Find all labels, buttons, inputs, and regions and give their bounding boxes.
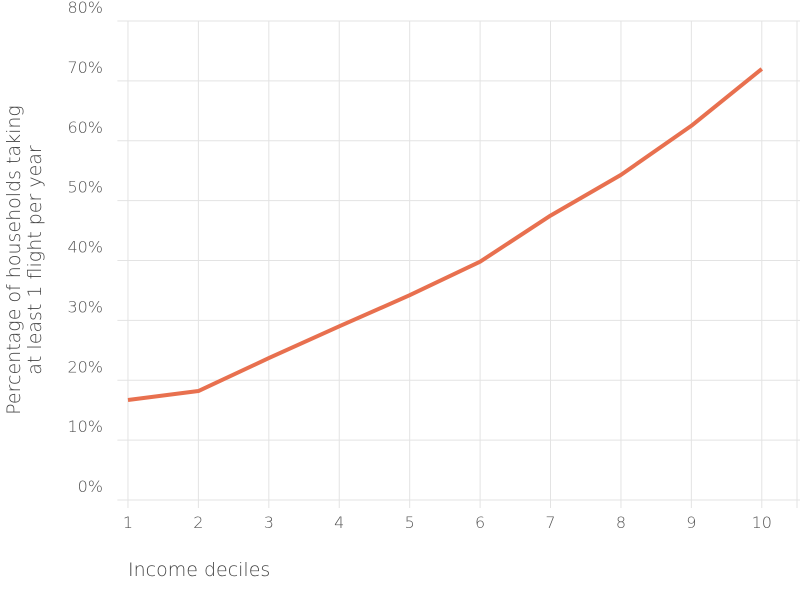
x-tick-label: 4 [334, 513, 344, 532]
y-tick-label: 60% [67, 118, 103, 137]
y-tick-label: 70% [67, 58, 103, 77]
x-tick-label: 2 [193, 513, 203, 532]
line [127, 67, 764, 402]
x-tick-label: 8 [616, 513, 626, 532]
x-tick-label: 3 [264, 513, 274, 532]
y-tick-label: 30% [67, 297, 103, 316]
x-tick-label: 5 [405, 513, 415, 532]
x-tick-label: 1 [123, 513, 133, 532]
y-tick-label: 0% [78, 477, 103, 496]
x-tick-label: 10 [752, 513, 772, 532]
y-tick-label: 20% [67, 357, 103, 376]
x-tick-label: 9 [686, 513, 696, 532]
y-axis-title-line: at least 1 flight per year [24, 145, 46, 375]
y-axis-title: Percentage of households taking at least… [3, 105, 46, 415]
y-tick-label: 50% [67, 178, 103, 197]
y-tick-label: 10% [67, 417, 103, 436]
x-axis-title: Income deciles [128, 559, 270, 581]
x-tick-label: 6 [475, 513, 485, 532]
x-tick-label: 7 [545, 513, 555, 532]
y-tick-label: 80% [67, 0, 103, 17]
y-axis-title-line: Percentage of households taking [3, 105, 25, 415]
y-tick-label: 40% [67, 238, 103, 257]
